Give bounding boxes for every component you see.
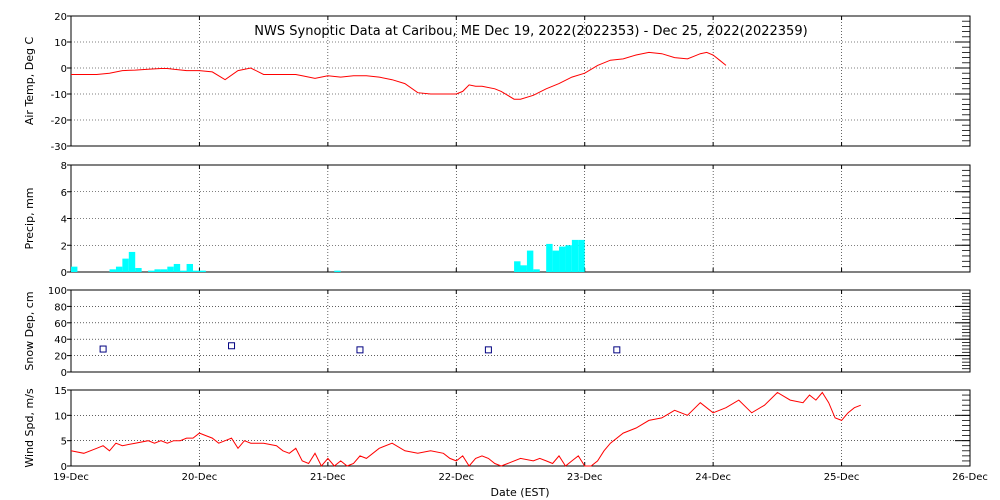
- y-axis-label: Air Temp, Deg C: [23, 37, 36, 126]
- precip-bar: [565, 245, 572, 272]
- snow-point: [484, 346, 492, 354]
- precip-bar: [514, 261, 521, 272]
- x-tick-label: 19-Dec: [53, 472, 89, 483]
- snow-point: [99, 345, 107, 353]
- y-tick-label: 0: [61, 64, 67, 75]
- precip-bar: [186, 263, 194, 272]
- precip-bar: [180, 270, 187, 272]
- y-tick-label: 40: [54, 335, 67, 346]
- precip-bar: [559, 246, 566, 272]
- y-tick-label: 6: [61, 188, 67, 199]
- precip-bar: [546, 243, 553, 272]
- precip-bar: [128, 251, 136, 272]
- panel-4: 15 10 5 0 Wind Spd, m/s: [23, 386, 971, 473]
- y-tick-label: 100: [48, 286, 67, 297]
- y-axis-label: Snow Dep, cm: [23, 291, 36, 370]
- y-axis-label: Wind Spd, m/s: [23, 388, 36, 468]
- y-tick-label: -10: [51, 90, 67, 101]
- y-tick-label: 20: [54, 12, 67, 23]
- y-tick-label: -30: [51, 142, 67, 153]
- series-line: [71, 51, 727, 100]
- panel-frame: [70, 389, 971, 467]
- series-line: [70, 391, 861, 467]
- precip-bar: [571, 239, 579, 272]
- precip-bar: [533, 269, 540, 272]
- precip-bar: [135, 267, 142, 272]
- panel-2: 8 6 4 2 0 Precip, mm: [23, 161, 971, 279]
- x-tick-label: 25-Dec: [824, 472, 860, 483]
- precip-bar: [122, 258, 129, 272]
- x-axis-label: Date (EST): [490, 486, 549, 499]
- panel-3: 100 80 60 40 20 0 Snow Dep, cm: [23, 286, 971, 379]
- precip-bar: [173, 263, 181, 272]
- precip-bar: [148, 270, 155, 272]
- precip-bar: [160, 269, 168, 272]
- y-tick-label: 20: [54, 352, 67, 363]
- precip-bar: [71, 266, 78, 272]
- snow-point: [228, 342, 236, 350]
- chart-title: NWS Synoptic Data at Caribou, ME Dec 19,…: [254, 24, 807, 39]
- snow-point: [356, 346, 364, 354]
- panel-frame: [70, 15, 971, 147]
- y-tick-label: 4: [61, 215, 67, 226]
- y-tick-label: 8: [61, 161, 67, 172]
- precip-bar: [199, 270, 206, 272]
- y-tick-label: 80: [54, 302, 67, 313]
- precip-bar: [109, 269, 116, 272]
- y-tick-label: 5: [61, 437, 67, 448]
- y-tick-label: 15: [54, 386, 67, 397]
- precip-bar: [578, 239, 585, 272]
- precip-bar: [552, 250, 560, 272]
- precip-bar: [154, 269, 161, 272]
- y-tick-label: 2: [61, 241, 67, 252]
- x-tick-label: 21-Dec: [310, 472, 346, 483]
- precip-bar: [526, 250, 534, 272]
- x-tick-label: 20-Dec: [182, 472, 218, 483]
- x-tick-label: 26-Dec: [952, 472, 988, 483]
- y-tick-label: 10: [54, 411, 67, 422]
- panel-frame: [70, 289, 971, 373]
- y-tick-label: -20: [51, 116, 67, 127]
- x-tick-label: 23-Dec: [567, 472, 603, 483]
- precip-bar: [115, 266, 123, 272]
- y-tick-label: 0: [61, 462, 67, 473]
- x-tick-label: 22-Dec: [438, 472, 474, 483]
- y-tick-label: 0: [61, 268, 67, 279]
- panel-1: 20 10 0 -10 -20 -30 Air Temp, Deg C: [23, 12, 971, 153]
- precip-bar: [334, 270, 341, 272]
- x-tick-label: 24-Dec: [695, 472, 731, 483]
- panel-frame: [70, 164, 971, 273]
- precip-bar: [167, 266, 174, 272]
- y-tick-label: 0: [61, 368, 67, 379]
- precip-bar: [193, 270, 200, 272]
- y-tick-label: 60: [54, 319, 67, 330]
- precip-bar: [520, 265, 527, 272]
- y-tick-label: 10: [54, 38, 67, 49]
- y-axis-label: Precip, mm: [23, 188, 36, 250]
- snow-point: [613, 346, 621, 354]
